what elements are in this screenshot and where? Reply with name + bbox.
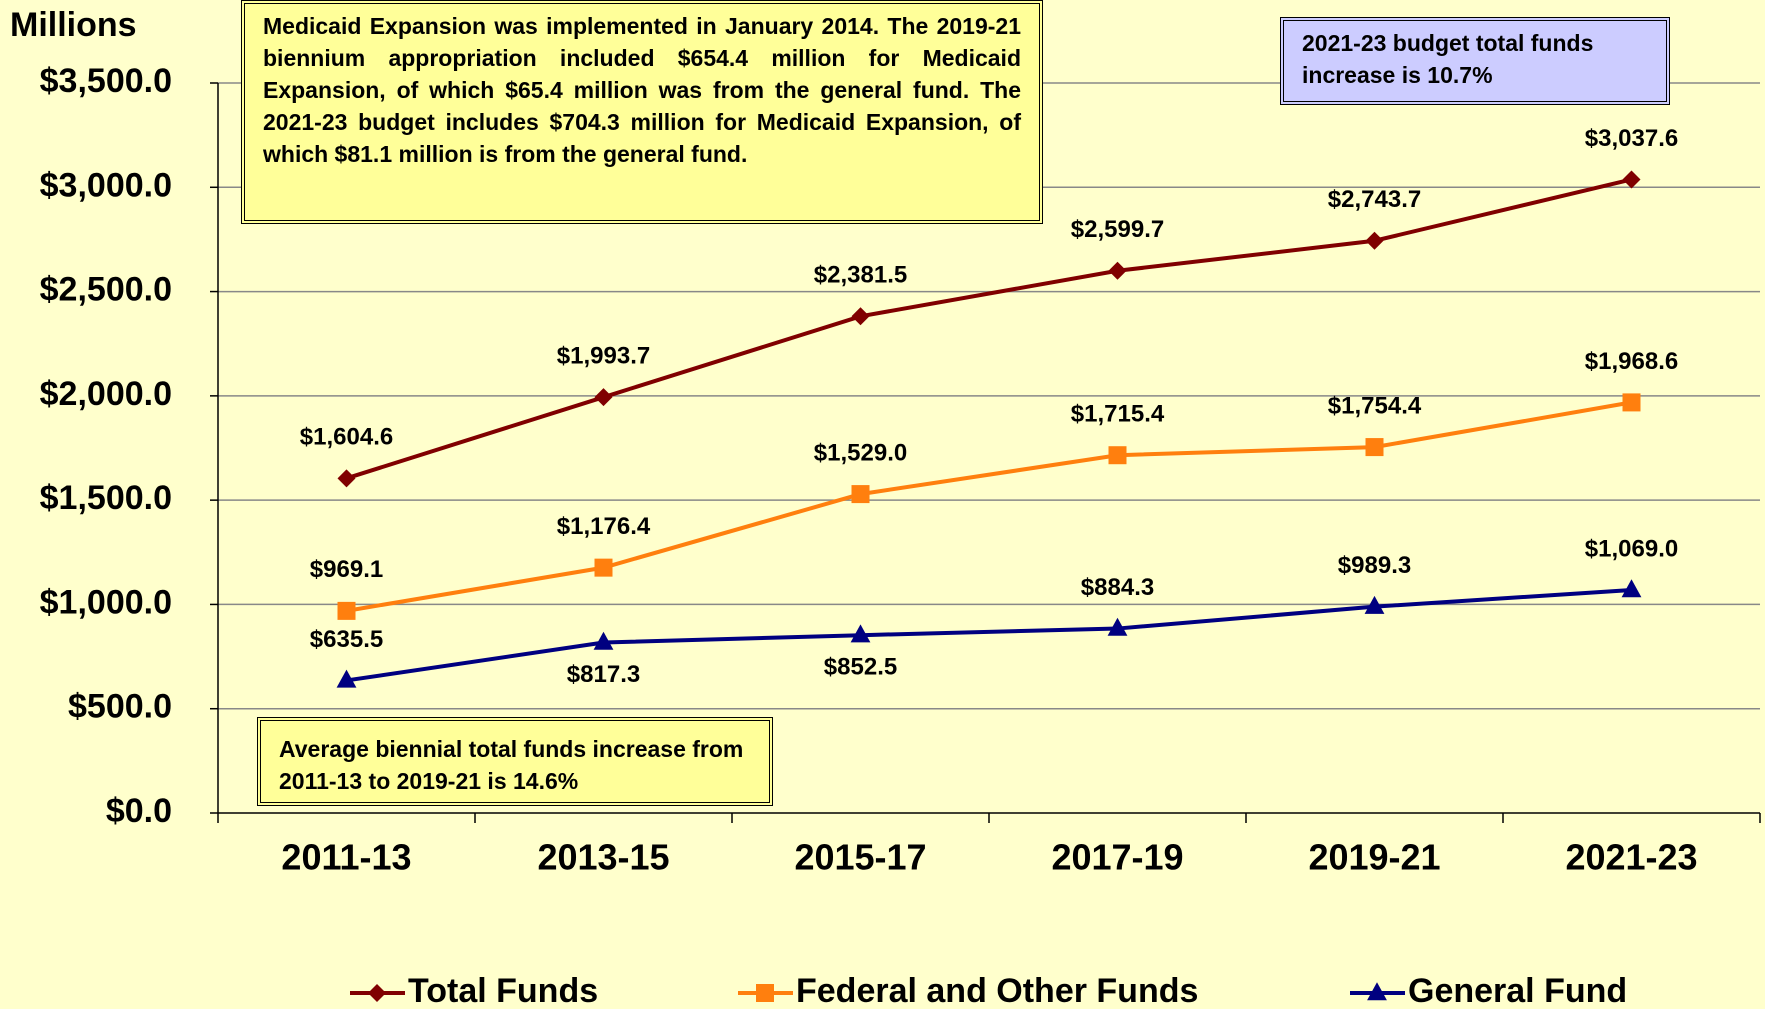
- y-tick-label: $500.0: [68, 688, 172, 726]
- x-tick-label: 2015-17: [794, 837, 926, 878]
- marker: [337, 469, 356, 488]
- data-label: $2,743.7: [1328, 186, 1421, 213]
- y-tick-label: $3,500.0: [40, 62, 172, 100]
- data-label: $1,529.0: [814, 439, 907, 466]
- data-label: $989.3: [1338, 552, 1411, 579]
- marker: [337, 601, 356, 620]
- marker: [851, 307, 870, 326]
- marker: [1622, 170, 1641, 189]
- data-label: $2,381.5: [814, 262, 907, 289]
- data-label: $1,754.4: [1328, 392, 1422, 419]
- marker: [1367, 982, 1387, 1001]
- y-tick-label: $0.0: [106, 792, 172, 830]
- y-tick-label: $2,500.0: [40, 271, 172, 309]
- data-label: $1,968.6: [1585, 348, 1678, 375]
- y-tick-label: $1,500.0: [40, 479, 172, 517]
- marker: [850, 624, 871, 643]
- annotation: Average biennial total funds increase fr…: [257, 717, 773, 806]
- y-tick-label: $2,000.0: [40, 375, 172, 413]
- data-label: $1,069.0: [1585, 535, 1678, 562]
- marker: [1365, 438, 1384, 457]
- data-label: $3,037.6: [1585, 125, 1678, 152]
- marker: [1108, 446, 1127, 465]
- data-label: $2,599.7: [1071, 216, 1164, 243]
- y-tick-label: $1,000.0: [40, 583, 172, 621]
- annotation: 2021-23 budget total funds increase is 1…: [1280, 17, 1670, 105]
- x-tick-label: 2021-23: [1565, 837, 1697, 878]
- data-label: $1,176.4: [557, 513, 651, 540]
- data-label: $1,715.4: [1071, 401, 1165, 428]
- marker: [1621, 579, 1642, 598]
- data-label: $969.1: [310, 556, 383, 583]
- y-axis-label: Millions: [10, 6, 137, 44]
- marker: [756, 984, 774, 1002]
- x-tick-label: 2011-13: [281, 837, 411, 878]
- y-tick-label: $3,000.0: [40, 166, 172, 204]
- marker: [1365, 231, 1384, 250]
- marker: [336, 669, 357, 688]
- x-tick-label: 2013-15: [537, 837, 669, 878]
- legend-label: Total Funds: [408, 972, 598, 1009]
- annotation: Medicaid Expansion was implemented in Ja…: [241, 0, 1043, 224]
- x-tick-label: 2019-21: [1308, 837, 1440, 878]
- series-line: [345, 177, 1632, 481]
- data-label: $1,993.7: [557, 343, 650, 370]
- legend-label: Federal and Other Funds: [796, 972, 1198, 1009]
- marker: [1108, 261, 1127, 280]
- marker: [594, 388, 613, 407]
- marker: [594, 558, 613, 577]
- x-tick-label: 2017-19: [1051, 837, 1183, 878]
- data-label: $817.3: [567, 661, 640, 688]
- marker: [1622, 393, 1641, 412]
- marker: [593, 631, 614, 650]
- marker: [1107, 617, 1128, 636]
- data-label: $635.5: [310, 626, 383, 653]
- marker: [368, 984, 386, 1002]
- data-label: $852.5: [824, 654, 897, 681]
- series-line: [346, 400, 1632, 613]
- data-label: $884.3: [1081, 574, 1154, 601]
- data-label: $1,604.6: [300, 424, 393, 451]
- legend-label: General Fund: [1408, 972, 1627, 1009]
- marker: [1364, 595, 1385, 614]
- series-line: [346, 588, 1632, 683]
- marker: [851, 485, 870, 504]
